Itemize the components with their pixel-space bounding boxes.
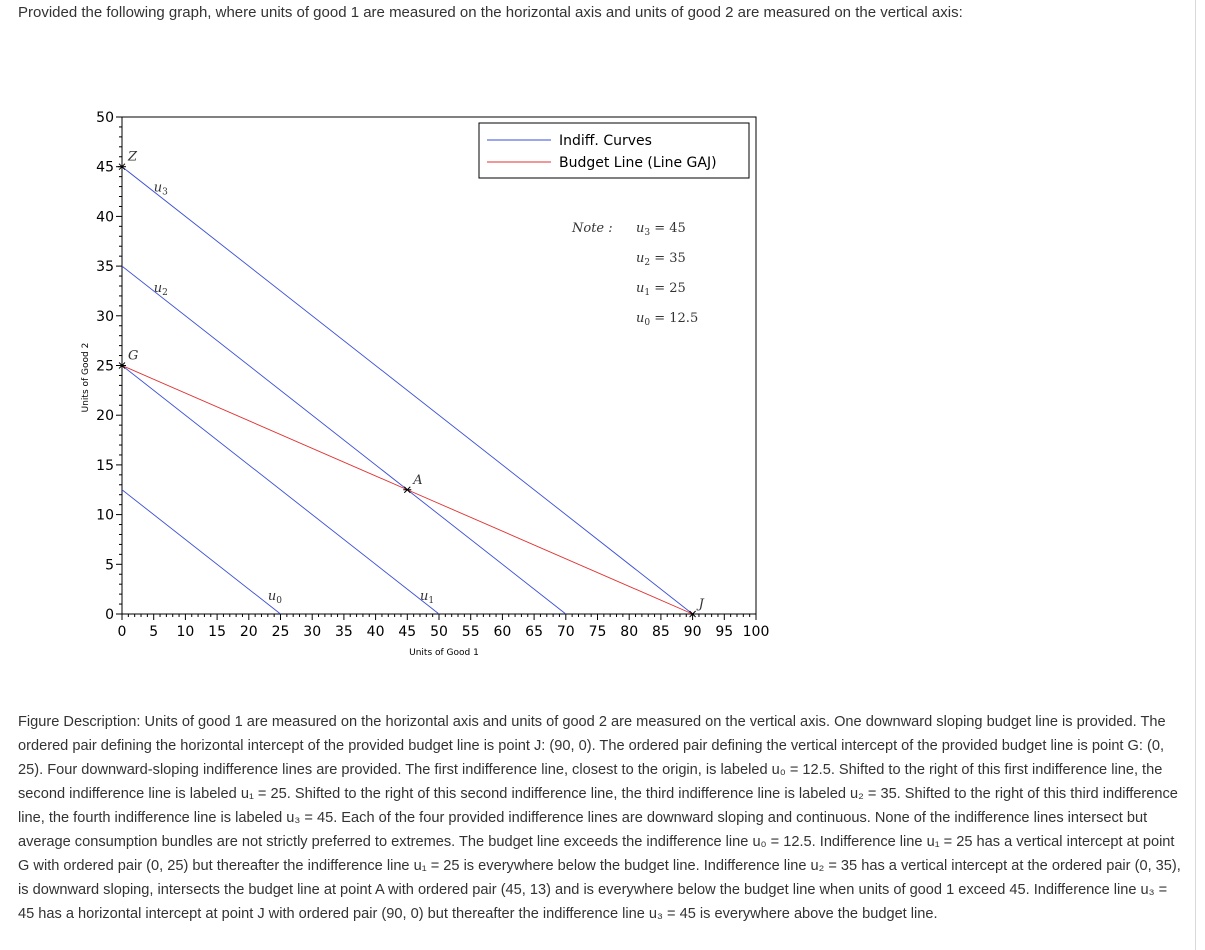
point-label-Z: Z <box>127 150 138 165</box>
x-tick-label: 100 <box>743 624 770 640</box>
y-tick-label: 30 <box>96 309 114 325</box>
indifference-chart: 0 5 10 15 20 25 30 35 40 45 50 55 60 65 70 75 80 85 90 95 10… <box>81 110 769 658</box>
note-line: u1 = 25 <box>636 281 686 298</box>
x-tick-label: 50 <box>430 624 448 640</box>
point-label-J: J <box>696 597 705 612</box>
y-tick-label: 20 <box>96 408 114 424</box>
y-tick-label: 35 <box>96 259 114 275</box>
point-marker-J <box>688 610 697 618</box>
plot-frame <box>121 116 757 615</box>
x-tick-label: 5 <box>149 624 158 640</box>
y-axis-title: Units of Good 2 <box>81 343 91 413</box>
x-tick-label: 90 <box>684 624 702 640</box>
x-tick-label: 95 <box>715 624 733 640</box>
curve-label-u3: u3 <box>154 181 168 198</box>
legend-label: Budget Line (Line GAJ) <box>559 155 717 171</box>
note-line: u3 = 45 <box>636 221 686 238</box>
note-title: Note : <box>571 221 613 236</box>
x-tick-label: 60 <box>493 624 511 640</box>
x-tick-label: 15 <box>208 624 226 640</box>
indifference-line-u0 <box>121 489 281 615</box>
y-tick-label: 5 <box>105 557 114 573</box>
point-label-A: A <box>412 473 422 488</box>
curve-label-u0: u0 <box>268 589 282 606</box>
x-tick-label: 75 <box>589 624 607 640</box>
y-tick-label: 45 <box>96 160 114 176</box>
plot-annotations: Z G A Ju3 u2 u1 u0 <box>118 150 705 618</box>
note-line: u2 = 35 <box>636 251 686 268</box>
curve-label-u1: u1 <box>420 589 434 606</box>
legend: Indiff. Curves Budget Line (Line GAJ) <box>478 122 750 179</box>
x-tick-label: 35 <box>335 624 353 640</box>
x-tick-label: 40 <box>367 624 385 640</box>
indifference-line-u1 <box>121 365 440 615</box>
x-tick-label: 45 <box>398 624 416 640</box>
x-tick-label: 30 <box>303 624 321 640</box>
x-tick-label: 65 <box>525 624 543 640</box>
x-axis-title: Units of Good 1 <box>409 648 479 658</box>
figure-description: Figure Description: Units of good 1 are … <box>18 714 1181 922</box>
x-tick-label: 55 <box>462 624 480 640</box>
x-tick-label: 20 <box>240 624 258 640</box>
indifference-line-u2 <box>121 265 567 615</box>
y-tick-label: 40 <box>96 209 114 225</box>
legend-box <box>478 122 750 179</box>
y-tick-label: 10 <box>96 508 114 524</box>
y-tick-label: 50 <box>96 110 114 126</box>
page-divider <box>1195 0 1196 950</box>
legend-label: Indiff. Curves <box>559 133 652 149</box>
x-tick-label: 25 <box>272 624 290 640</box>
y-tick-label: 0 <box>105 607 114 623</box>
x-tick-label: 10 <box>176 624 194 640</box>
y-tick-label: 15 <box>96 458 114 474</box>
point-label-G: G <box>128 349 138 364</box>
axes: 0 5 10 15 20 25 30 35 40 45 50 55 60 65 70 75 80 85 90 95 10… <box>81 110 769 658</box>
x-tick-label: 85 <box>652 624 670 640</box>
y-tick-label: 25 <box>96 359 114 375</box>
note-box: Note : u3 = 45 u2 = 35 u1 = 25 u0 = 12.5 <box>571 221 698 328</box>
x-tick-label: 70 <box>557 624 575 640</box>
curve-label-u2: u2 <box>154 281 168 298</box>
point-marker-Z <box>118 163 126 171</box>
point-marker-A <box>403 486 412 494</box>
x-tick-label: 80 <box>620 624 638 640</box>
intro-text: Provided the following graph, where unit… <box>18 4 963 21</box>
x-tick-label: 0 <box>118 624 127 640</box>
point-marker-G <box>118 362 126 369</box>
note-line: u0 = 12.5 <box>636 311 698 328</box>
indifference-line-u3 <box>121 166 693 615</box>
